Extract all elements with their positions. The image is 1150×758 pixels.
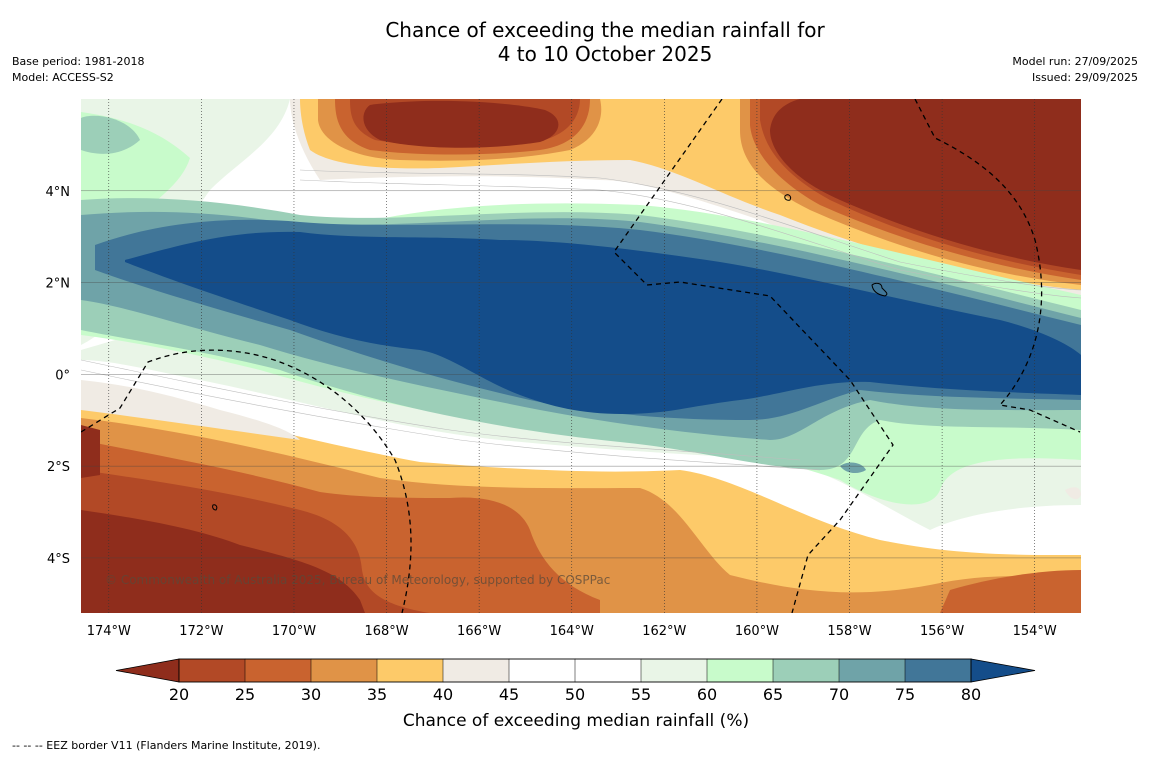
gridlines xyxy=(81,99,1081,613)
copyright-text: © Commonwealth of Australia 2025, Bureau… xyxy=(105,573,610,587)
zone-40-45-patch-southwest xyxy=(81,380,300,440)
rainfall-map: © Commonwealth of Australia 2025, Bureau… xyxy=(81,99,1081,613)
lon-label: 162°W xyxy=(642,624,686,639)
eez-borders xyxy=(81,99,1081,613)
zone-above80-band xyxy=(125,231,1081,415)
island-jarvis xyxy=(871,282,888,297)
base-period: Base period: 1981-2018 xyxy=(12,55,145,68)
colorbar-tick-label: 20 xyxy=(169,685,189,704)
colorbar-segment xyxy=(178,658,246,683)
lon-label: 168°W xyxy=(364,624,408,639)
lon-label: 166°W xyxy=(457,624,501,639)
colorbar-segment xyxy=(772,658,840,683)
eez-legend-note: -- -- -- EEZ border V11 (Flanders Marine… xyxy=(12,739,321,752)
colorbar-tick-label: 35 xyxy=(367,685,387,704)
colorbar-tick-label: 75 xyxy=(895,685,915,704)
lon-label: 170°W xyxy=(272,624,316,639)
latitude-labels: 4°N 2°N 0° 2°S 4°S xyxy=(46,185,71,567)
contour-line-4 xyxy=(299,169,1081,291)
colorbar-segment xyxy=(310,658,378,683)
issued-date: Issued: 29/09/2025 xyxy=(1031,71,1138,84)
colorbar-tick-label: 45 xyxy=(499,685,519,704)
zone-25-30-southeast xyxy=(940,570,1081,613)
island-small-west xyxy=(212,504,218,511)
colorbar-tick-label: 60 xyxy=(697,685,717,704)
colorbar-segment xyxy=(904,658,972,683)
colorbar-tick-label: 80 xyxy=(961,685,981,704)
coastlines xyxy=(212,194,888,511)
zone-below20-south xyxy=(81,510,365,613)
eez-border-line-islands xyxy=(613,99,894,613)
colorbar-extend-low xyxy=(115,658,180,683)
colorbar-segment xyxy=(706,658,774,683)
contour-line-3 xyxy=(299,179,1081,299)
zone-below20-north-east xyxy=(770,99,1081,270)
colorbar-tick-label: 50 xyxy=(565,685,585,704)
metadata-left: Base period: 1981-2018 Model: ACCESS-S2 xyxy=(12,54,144,86)
lon-label: 174°W xyxy=(87,624,131,639)
colorbar-outline xyxy=(178,658,972,683)
longitude-labels: 174°W 172°W 170°W 168°W 166°W 164°W 162°W 160°W… xyxy=(87,624,1057,639)
colorbar-tick-label: 70 xyxy=(829,685,849,704)
zone-below20-southwest-edge xyxy=(81,425,100,478)
colorbar-segment xyxy=(574,658,642,683)
lat-label: 2°S xyxy=(47,460,70,475)
zone-40-45-patch-east xyxy=(1065,487,1081,500)
lon-label: 158°W xyxy=(827,624,871,639)
colorbar-extend-high xyxy=(970,658,1036,683)
island-small-north xyxy=(784,194,791,201)
colorbar-tick-label: 65 xyxy=(763,685,783,704)
chart-title: Chance of exceeding the median rainfall … xyxy=(0,18,1150,66)
eez-border-west xyxy=(81,349,412,613)
colorbar-tick-label: 30 xyxy=(301,685,321,704)
lon-label: 156°W xyxy=(920,624,964,639)
metadata-right: Model run: 27/09/2025 Issued: 29/09/2025 xyxy=(1012,54,1138,86)
colorbar-tick-label: 55 xyxy=(631,685,651,704)
colorbar-segment xyxy=(376,658,444,683)
lat-label: 2°N xyxy=(46,277,71,292)
lon-label: 164°W xyxy=(550,624,594,639)
contour-line-2 xyxy=(81,369,821,471)
colorbar-tick-label: 40 xyxy=(433,685,453,704)
eez-border-east xyxy=(914,99,1081,433)
contour-line-1 xyxy=(81,359,801,461)
model-run: Model run: 27/09/2025 xyxy=(1012,55,1138,68)
colorbar-tick-label: 25 xyxy=(235,685,255,704)
lat-label: 4°N xyxy=(46,185,71,200)
zone-below20-north-west xyxy=(363,100,559,148)
colorbar-segment xyxy=(640,658,708,683)
lat-label: 0° xyxy=(55,368,70,383)
lon-label: 160°W xyxy=(735,624,779,639)
title-line-1: Chance of exceeding the median rainfall … xyxy=(385,18,825,42)
zone-70-75-patch xyxy=(840,462,866,474)
contour-lines xyxy=(81,169,1081,471)
zone-65-70-patch-nw xyxy=(81,115,140,154)
colorbar-segment xyxy=(838,658,906,683)
colorbar-title: Chance of exceeding median rainfall (%) xyxy=(403,711,749,731)
colorbar-segment xyxy=(508,658,576,683)
colorbar-segment xyxy=(442,658,510,683)
lon-label: 154°W xyxy=(1013,624,1057,639)
colorbar-segment xyxy=(244,658,312,683)
colorbar: 20 25 30 35 40 45 50 55 60 65 70 75 80 xyxy=(115,658,1036,704)
title-line-2: 4 to 10 October 2025 xyxy=(497,42,713,66)
lon-label: 172°W xyxy=(179,624,223,639)
model-name: Model: ACCESS-S2 xyxy=(12,71,114,84)
lat-label: 4°S xyxy=(47,552,70,567)
